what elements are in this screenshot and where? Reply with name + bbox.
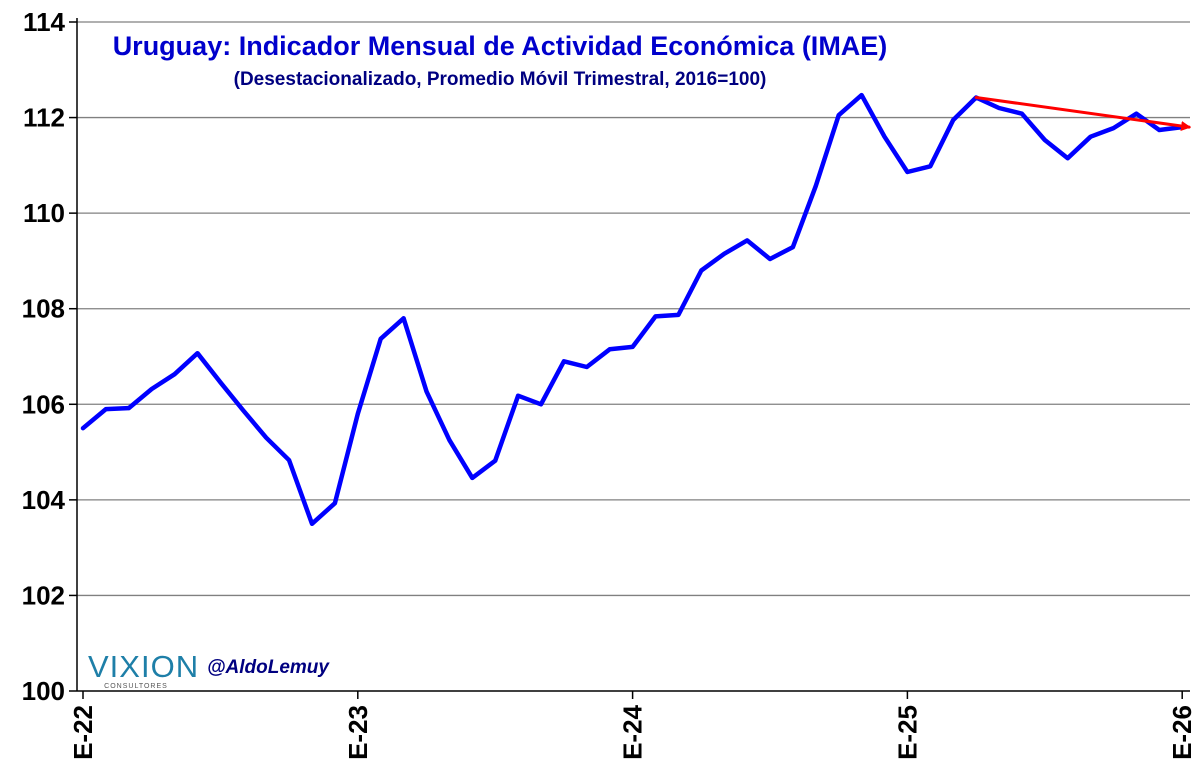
gridlines xyxy=(77,21,1190,597)
y-tick-label: 106 xyxy=(22,389,65,419)
x-tick-label: E-23 xyxy=(343,705,373,760)
data-series xyxy=(80,92,1192,527)
chart-title: Uruguay: Indicador Mensual de Actividad … xyxy=(113,31,888,61)
y-tick-label: 110 xyxy=(23,198,65,228)
y-tick-label: 100 xyxy=(22,676,65,706)
x-tick-label: E-25 xyxy=(892,705,922,760)
x-tick-label: E-26 xyxy=(1167,705,1197,760)
x-tick-label: E-22 xyxy=(68,705,98,760)
axes xyxy=(76,18,1190,692)
x-axis-ticks: E-22 E-23 E-24 E-25 E-26 xyxy=(68,691,1197,760)
y-tick-label: 102 xyxy=(22,580,65,610)
trend-arrow-line xyxy=(974,96,1192,131)
y-tick-label: 112 xyxy=(23,103,65,133)
vixion-logo: VIXION CONSULTORES xyxy=(88,649,199,690)
logo-wordmark: VIXION xyxy=(88,649,199,684)
y-axis-ticks: 100 102 104 106 108 110 112 114 xyxy=(22,7,77,706)
y-tick-label: 104 xyxy=(22,485,66,515)
y-tick-label: 114 xyxy=(23,7,65,37)
imae-series-line xyxy=(80,92,1185,527)
logo-subtitle: CONSULTORES xyxy=(104,683,168,690)
x-tick-label: E-24 xyxy=(618,704,648,759)
y-tick-label: 108 xyxy=(22,294,65,324)
author-handle: @AldoLemuy xyxy=(207,657,330,678)
chart-subtitle: (Desestacionalizado, Promedio Móvil Trim… xyxy=(234,69,767,90)
